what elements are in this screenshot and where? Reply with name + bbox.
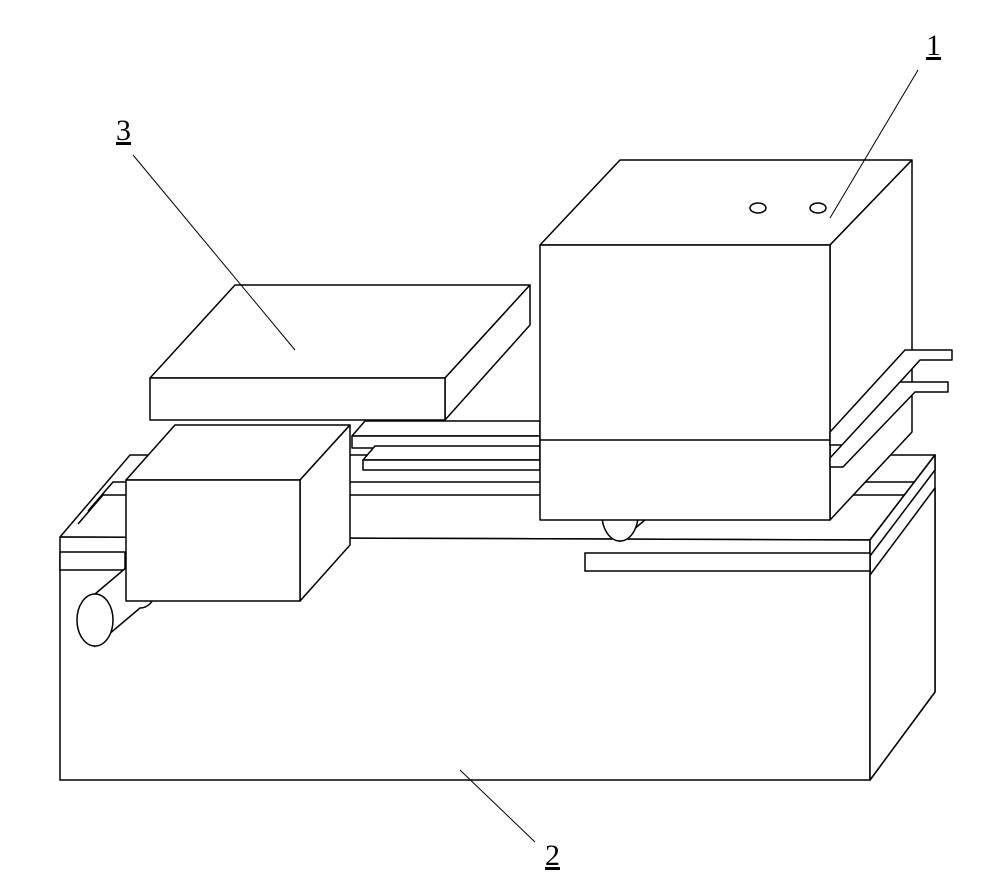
label-3: 3 <box>116 114 131 147</box>
label-2-leader <box>460 770 535 842</box>
label-2: 2 <box>545 839 560 872</box>
plate-front <box>150 378 445 420</box>
base-front-slot-right <box>585 553 870 571</box>
rail1-top <box>352 421 540 436</box>
label-1: 1 <box>926 29 941 62</box>
right-block-hole-1 <box>750 203 766 213</box>
left-pedestal-front <box>126 480 300 601</box>
right-block-front <box>540 245 830 520</box>
rail2-front <box>363 460 540 470</box>
technical-drawing: 1 2 3 <box>0 0 1000 884</box>
base-front-slot-left <box>60 552 125 570</box>
left-pin-end <box>77 594 113 646</box>
rail2-top <box>363 446 540 460</box>
right-block-hole-2 <box>810 203 826 213</box>
